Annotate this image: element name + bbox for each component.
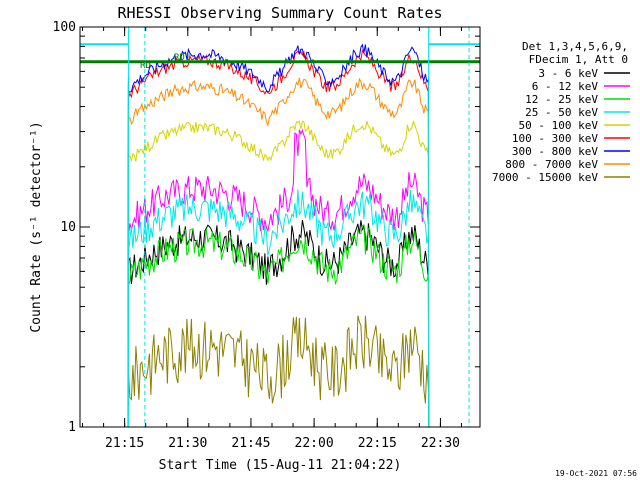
legend-entry-label: 100 - 300 keV: [512, 132, 598, 145]
legend-entry-label: 25 - 50 keV: [525, 106, 598, 119]
series-8: [127, 315, 430, 428]
series-line: [127, 224, 430, 428]
x-tick-label: 21:30: [168, 436, 207, 451]
series-line: [127, 119, 430, 428]
series-line: [127, 128, 430, 428]
x-axis: 21:15 21:30 21:45 22:00 22:15 22:30: [82, 27, 462, 451]
series-line: [127, 315, 430, 428]
y-tick-label: 100: [53, 20, 76, 35]
legend-entry-label: 300 - 800 keV: [512, 145, 598, 158]
series-3: [127, 189, 430, 428]
annotation-label: RD1: [174, 53, 190, 63]
annotation-label: RD: [140, 61, 151, 71]
series-1: [127, 128, 430, 428]
series-2: [127, 224, 430, 428]
x-tick-label: 21:15: [105, 436, 144, 451]
y-tick-label: 1: [68, 420, 76, 435]
footer-timestamp: 19-Oct-2021 07:56: [555, 469, 637, 478]
chart-title: RHESSI Observing Summary Count Rates: [117, 4, 442, 22]
legend-entry-label: 3 - 6 keV: [538, 67, 598, 80]
legend-entry-label: 6 - 12 keV: [532, 80, 599, 93]
y-tick-label: 10: [60, 220, 76, 235]
legend-entry-label: 12 - 25 keV: [525, 93, 598, 106]
series-7: [127, 77, 430, 428]
x-axis-label: Start Time (15-Aug-11 21:04:22): [159, 458, 402, 473]
legend-header: Det 1,3,4,5,6,9,: [522, 40, 628, 53]
series-line: [127, 77, 430, 428]
legend: Det 1,3,4,5,6,9,FDecim 1, Att 03 - 6 keV…: [492, 40, 630, 184]
x-tick-label: 21:45: [231, 436, 270, 451]
series-line: [127, 189, 430, 428]
x-tick-label: 22:30: [421, 436, 460, 451]
series-4: [127, 119, 430, 428]
plot-area: RD RD1: [80, 27, 480, 428]
x-tick-label: 22:15: [358, 436, 397, 451]
legend-header: FDecim 1, Att 0: [529, 53, 628, 66]
y-axis-label: Count Rate (s⁻¹ detector⁻¹): [29, 121, 44, 332]
y-axis: 1 10 100: [53, 20, 480, 435]
legend-entry-label: 50 - 100 keV: [519, 119, 599, 132]
legend-entry-label: 7000 - 15000 keV: [492, 171, 598, 184]
legend-entry-label: 800 - 7000 keV: [505, 158, 598, 171]
x-tick-label: 22:00: [295, 436, 334, 451]
